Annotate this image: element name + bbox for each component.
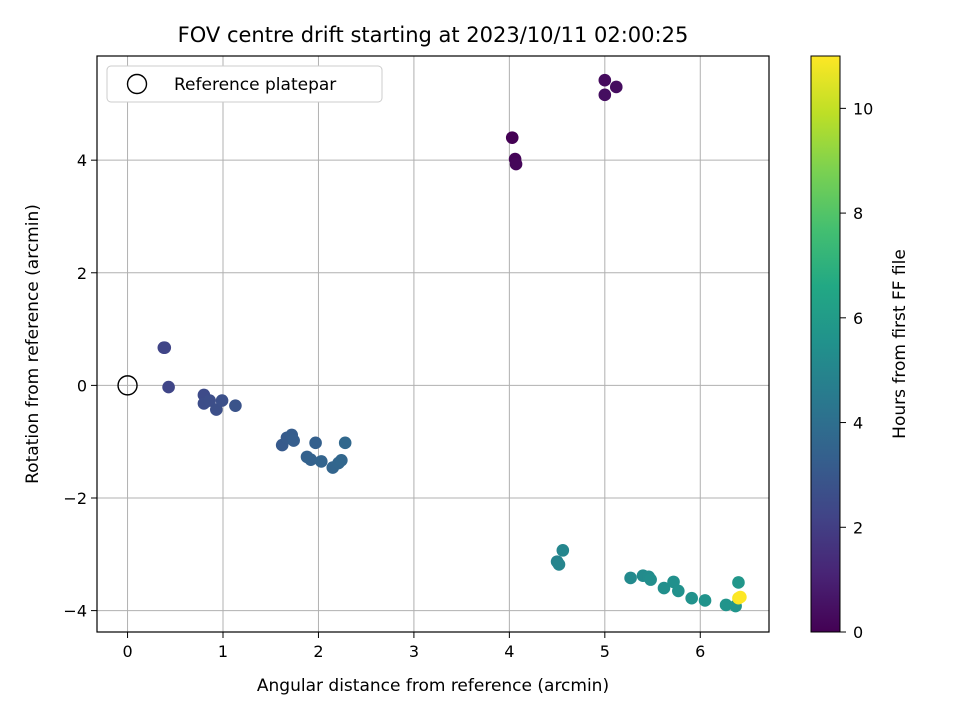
data-point: [657, 581, 671, 595]
data-point: [685, 591, 698, 605]
x-tick-label: 3: [409, 642, 419, 661]
data-point: [509, 157, 523, 171]
colorbar-tick-label: 8: [853, 204, 863, 223]
y-tick-label: 4: [77, 151, 87, 170]
colorbar-label: Hours from first FF file: [890, 249, 910, 439]
y-tick-label: −4: [63, 602, 87, 621]
data-point: [158, 341, 172, 354]
data-point: [552, 558, 566, 571]
x-tick-label: 6: [695, 642, 705, 661]
x-tick-label: 5: [600, 642, 610, 661]
legend-label: Reference platepar: [174, 75, 336, 95]
data-point: [732, 576, 745, 589]
data-point: [304, 453, 318, 467]
data-point: [315, 455, 328, 468]
data-point: [162, 380, 175, 394]
data-point: [734, 590, 747, 604]
x-axis-label: Angular distance from reference (arcmin): [257, 676, 609, 696]
data-point: [338, 436, 352, 450]
y-tick-label: 2: [77, 264, 87, 283]
axis-ticks: 0 1 2 3 4 5 6 −4 −2 0 2 4: [63, 151, 705, 661]
y-tick-label: −2: [63, 489, 87, 508]
data-point: [624, 571, 637, 585]
y-tick-label: 0: [77, 376, 87, 395]
data-point: [210, 403, 223, 416]
colorbar-gradient: [810, 55, 841, 633]
grid-lines: [97, 56, 769, 632]
data-point: [505, 131, 519, 144]
data-point: [609, 80, 623, 94]
data-point: [672, 584, 685, 598]
colorbar-tick-label: 6: [853, 309, 863, 328]
data-point: [287, 434, 300, 447]
reference-platepar-marker: [117, 375, 138, 396]
x-tick-label: 2: [313, 642, 323, 661]
data-point: [229, 399, 242, 412]
data-point: [598, 88, 612, 102]
y-axis-label: Rotation from reference (arcmin): [23, 204, 43, 484]
colorbar-tick-label: 10: [853, 99, 873, 118]
data-point: [215, 394, 229, 407]
data-point: [309, 436, 322, 450]
data-point: [556, 544, 570, 557]
x-tick-label: 4: [504, 642, 514, 661]
legend: Reference platepar: [106, 65, 383, 103]
legend-open-circle-marker: [126, 73, 148, 95]
x-tick-label: 1: [218, 642, 228, 661]
colorbar-ticks: 0 2 4 6 8 10: [840, 99, 873, 642]
chart-title: FOV centre drift starting at 2023/10/11 …: [178, 23, 689, 47]
data-point: [598, 73, 612, 87]
data-point: [203, 394, 216, 407]
colorbar-tick-label: 4: [853, 414, 863, 433]
colorbar: 0 2 4 6 8 10 Hours from first FF file: [810, 55, 910, 642]
data-point: [719, 598, 733, 612]
data-point: [335, 453, 348, 467]
colorbar-tick-label: 2: [853, 518, 863, 537]
data-points: [117, 73, 747, 613]
plot-frame: [96, 55, 770, 633]
data-point: [644, 573, 657, 586]
legend-box: [106, 65, 383, 103]
colorbar-tick-label: 0: [853, 623, 863, 642]
data-point: [698, 594, 712, 607]
x-tick-label: 0: [122, 642, 132, 661]
